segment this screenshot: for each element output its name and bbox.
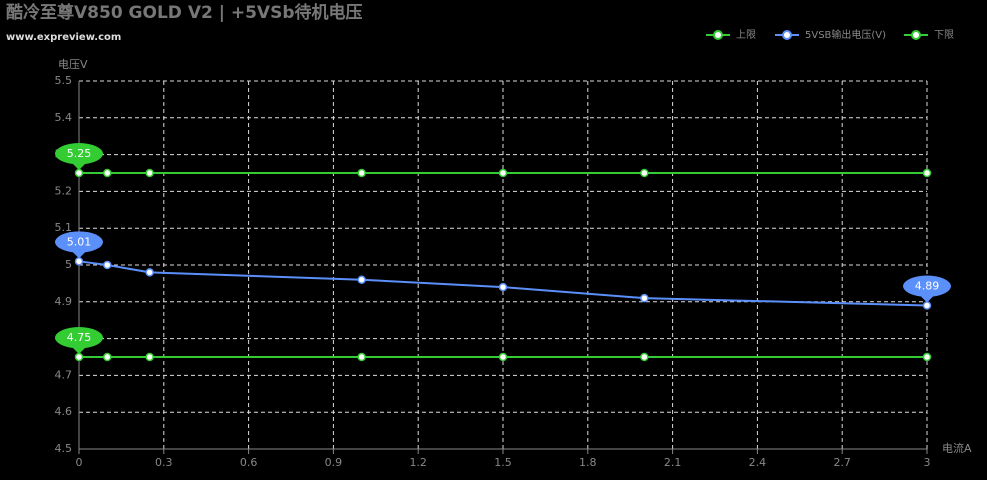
data-point xyxy=(145,268,154,277)
x-tick-label: 2.4 xyxy=(749,456,767,469)
data-point xyxy=(103,260,112,270)
y-tick-label: 4.9 xyxy=(55,295,73,308)
legend-label: 下限 xyxy=(934,29,954,41)
y-tick-label: 5.4 xyxy=(55,111,73,124)
data-point xyxy=(357,168,366,178)
x-tick-label: 2.7 xyxy=(833,456,851,469)
data-point xyxy=(103,352,112,362)
y-tick-label: 5.2 xyxy=(55,184,73,197)
mark-point-label: 5.25 xyxy=(67,147,92,160)
x-tick-label: 1.8 xyxy=(579,456,597,469)
data-point xyxy=(74,352,84,362)
mark-point-label: 5.01 xyxy=(67,235,92,248)
y-axis-title: 电压V xyxy=(58,58,88,71)
data-point xyxy=(922,168,932,178)
legend-marker xyxy=(911,30,921,40)
y-tick-label: 4.5 xyxy=(55,442,73,455)
x-tick-label: 1.5 xyxy=(494,456,512,469)
mark-point-label: 4.89 xyxy=(915,279,940,292)
data-point xyxy=(640,352,649,362)
y-tick-label: 5.1 xyxy=(55,221,73,234)
data-point xyxy=(922,352,932,362)
x-tick-label: 0.3 xyxy=(155,456,173,469)
mark-point xyxy=(903,275,951,303)
legend-marker xyxy=(713,30,723,40)
mark-point-label: 4.75 xyxy=(67,331,92,344)
x-tick-label: 3 xyxy=(924,456,931,469)
chart-subtitle: www.expreview.com xyxy=(6,32,121,43)
data-point xyxy=(922,301,932,310)
y-tick-label: 4.7 xyxy=(55,368,73,381)
data-point xyxy=(498,168,508,178)
legend-label: 5VSB输出电压(V) xyxy=(805,28,886,41)
y-tick-label: 4.6 xyxy=(55,405,73,418)
y-tick-label: 5 xyxy=(65,258,72,271)
data-point xyxy=(103,168,112,178)
data-point xyxy=(145,352,154,362)
x-tick-label: 1.2 xyxy=(409,456,427,469)
x-tick-label: 0 xyxy=(76,456,83,469)
data-point xyxy=(640,168,649,178)
data-point xyxy=(357,275,366,284)
data-point xyxy=(74,168,84,178)
x-tick-label: 0.9 xyxy=(325,456,343,469)
data-point xyxy=(145,168,154,178)
y-tick-label: 5.5 xyxy=(55,74,73,87)
data-point xyxy=(498,352,508,362)
data-point xyxy=(74,257,84,266)
legend-label: 上限 xyxy=(736,29,756,41)
x-axis-title: 电流A xyxy=(942,441,972,455)
data-point xyxy=(498,282,508,292)
legend-marker xyxy=(782,30,792,40)
data-point xyxy=(357,352,366,362)
mark-point xyxy=(55,327,103,354)
x-tick-label: 0.6 xyxy=(240,456,258,469)
x-tick-label: 2.1 xyxy=(664,456,682,469)
chart-title: 酷冷至尊V850 GOLD V2 | +5VSb待机电压 xyxy=(6,2,363,23)
data-point xyxy=(640,293,649,303)
mark-point xyxy=(55,231,103,259)
mark-point xyxy=(55,143,103,170)
